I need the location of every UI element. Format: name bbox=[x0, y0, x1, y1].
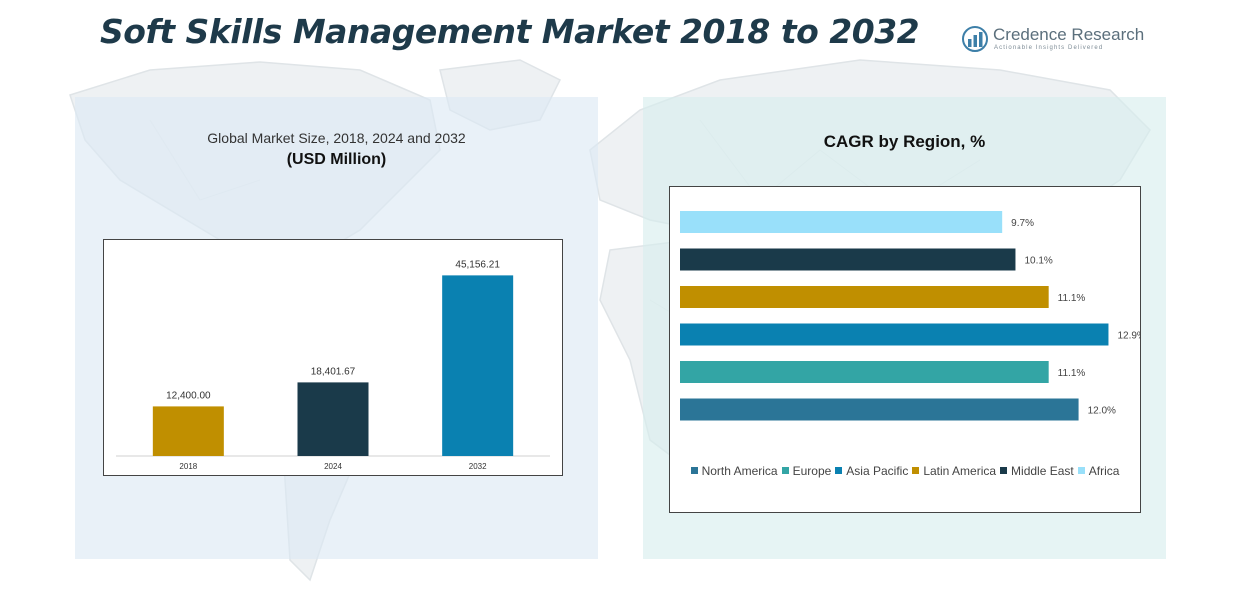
bar-europe bbox=[680, 361, 1049, 383]
bar-latin-america bbox=[680, 286, 1049, 308]
bar-africa bbox=[680, 211, 1003, 233]
logo-tagline: Actionable Insights Delivered bbox=[994, 45, 1104, 51]
page-title: Soft Skills Management Market 2018 to 20… bbox=[100, 12, 920, 51]
legend-label: Asia Pacific bbox=[846, 464, 909, 478]
cagr-panel: CAGR by Region, % 9.7% 10.1% 11.1% 12.9% 11.… bbox=[643, 97, 1166, 559]
bar-north-america bbox=[680, 398, 1079, 421]
bar-value-label: 11.1% bbox=[1058, 368, 1086, 379]
market-size-panel: Global Market Size, 2018, 2024 and 2032 … bbox=[75, 97, 598, 559]
market-size-title: Global Market Size, 2018, 2024 and 2032 bbox=[207, 130, 466, 146]
legend-swatch bbox=[781, 467, 789, 474]
legend-item: Europe bbox=[781, 464, 832, 478]
legend-swatch bbox=[835, 467, 843, 474]
bar-value-label: 9.7% bbox=[1011, 218, 1034, 229]
legend-item: Middle East bbox=[1000, 464, 1074, 478]
market-size-bar-chart: 12,400.00 2018 18,401.67 2024 45,156.21 2032 bbox=[116, 259, 550, 471]
bar-value-label: 10.1% bbox=[1024, 256, 1052, 267]
logo-bars-icon bbox=[962, 26, 988, 52]
bar-value-label: 11.1% bbox=[1058, 293, 1086, 304]
legend-label: Latin America bbox=[923, 464, 997, 478]
legend-swatch bbox=[912, 467, 920, 474]
bar-2032 bbox=[442, 275, 514, 456]
legend-item: Latin America bbox=[912, 464, 996, 478]
cagr-title: CAGR by Region, % bbox=[823, 132, 986, 151]
bar-middle-east bbox=[680, 248, 1016, 271]
x-tick-label: 2032 bbox=[469, 462, 487, 471]
cagr-chart: 9.7% 10.1% 11.1% 12.9% 11.1% 12.0% North Amer… bbox=[669, 186, 1141, 513]
logo-name: Credence Research bbox=[993, 25, 1145, 44]
market-size-chart: 12,400.00 2018 18,401.67 2024 45,156.21 2032 bbox=[103, 239, 563, 476]
legend-label: Middle East bbox=[1011, 464, 1074, 478]
bar-value-label: 45,156.21 bbox=[455, 259, 500, 270]
bar-2018 bbox=[152, 406, 224, 456]
cagr-legend: North America Europe Asia Pacific Latin Ame… bbox=[670, 464, 1140, 478]
legend-label: North America bbox=[701, 464, 778, 478]
x-tick-label: 2024 bbox=[324, 462, 342, 471]
credence-research-logo: Credence Research Actionable Insights De… bbox=[962, 24, 1152, 56]
bar-asia-pacific bbox=[680, 323, 1109, 346]
market-size-unit: (USD Million) bbox=[286, 151, 387, 168]
legend-swatch bbox=[1077, 467, 1085, 474]
bar-value-label: 12.0% bbox=[1088, 406, 1116, 417]
legend-label: Europe bbox=[792, 464, 832, 478]
legend-item: North America bbox=[690, 464, 778, 478]
bar-value-label: 12.9% bbox=[1117, 331, 1140, 342]
legend-swatch bbox=[690, 467, 698, 474]
x-tick-label: 2018 bbox=[179, 462, 197, 471]
cagr-bar-chart: 9.7% 10.1% 11.1% 12.9% 11.1% 12.0% bbox=[680, 211, 1140, 421]
bar-value-label: 12,400.00 bbox=[166, 390, 211, 401]
legend-item: Asia Pacific bbox=[835, 464, 908, 478]
bar-value-label: 18,401.67 bbox=[311, 366, 356, 377]
legend-swatch bbox=[1000, 467, 1008, 474]
bar-2024 bbox=[297, 382, 369, 456]
legend-item: Africa bbox=[1077, 464, 1120, 478]
legend-label: Africa bbox=[1088, 464, 1120, 478]
